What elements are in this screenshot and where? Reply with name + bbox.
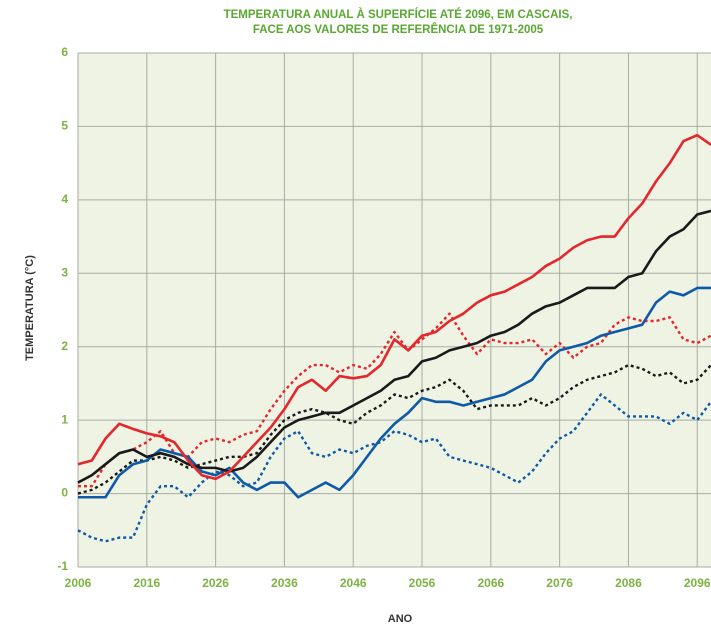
x-tick-label: 2026 — [202, 576, 229, 590]
plot-area — [78, 53, 711, 567]
y-tick-label: 6 — [61, 45, 68, 59]
line — [77, 133, 711, 481]
chart-title: TEMPERATURA ANUAL À SUPERFÍCIE ATÉ 2096,… — [224, 8, 573, 21]
y-tick-label: 2 — [61, 339, 68, 353]
y-tick-label: -1 — [57, 559, 68, 573]
x-tick-label: 2066 — [477, 576, 504, 590]
x-tick-label: 2086 — [615, 576, 642, 590]
y-tick-label: 0 — [61, 486, 68, 500]
dotted-line — [77, 363, 711, 495]
y-axis-label: TEMPERATURA (°C) — [24, 255, 36, 361]
x-tick-label: 2096 — [684, 576, 711, 590]
x-tick-label: 2076 — [546, 576, 573, 590]
y-tick-label: 4 — [61, 192, 68, 206]
x-tick-label: 2006 — [65, 576, 92, 590]
x-tick-label: 2036 — [271, 576, 298, 590]
y-tick-label: 5 — [61, 119, 68, 133]
x-tick-label: 2016 — [133, 576, 160, 590]
chart-title: FACE AOS VALORES DE REFERÊNCIA DE 1971-2… — [253, 23, 544, 36]
x-tick-label: 2046 — [340, 576, 367, 590]
line — [77, 209, 711, 484]
x-axis-label: ANO — [388, 613, 413, 625]
x-tick-label: 2056 — [409, 576, 436, 590]
y-tick-label: 1 — [61, 412, 68, 426]
dotted-line — [77, 393, 711, 543]
y-tick-label: 3 — [61, 265, 68, 279]
